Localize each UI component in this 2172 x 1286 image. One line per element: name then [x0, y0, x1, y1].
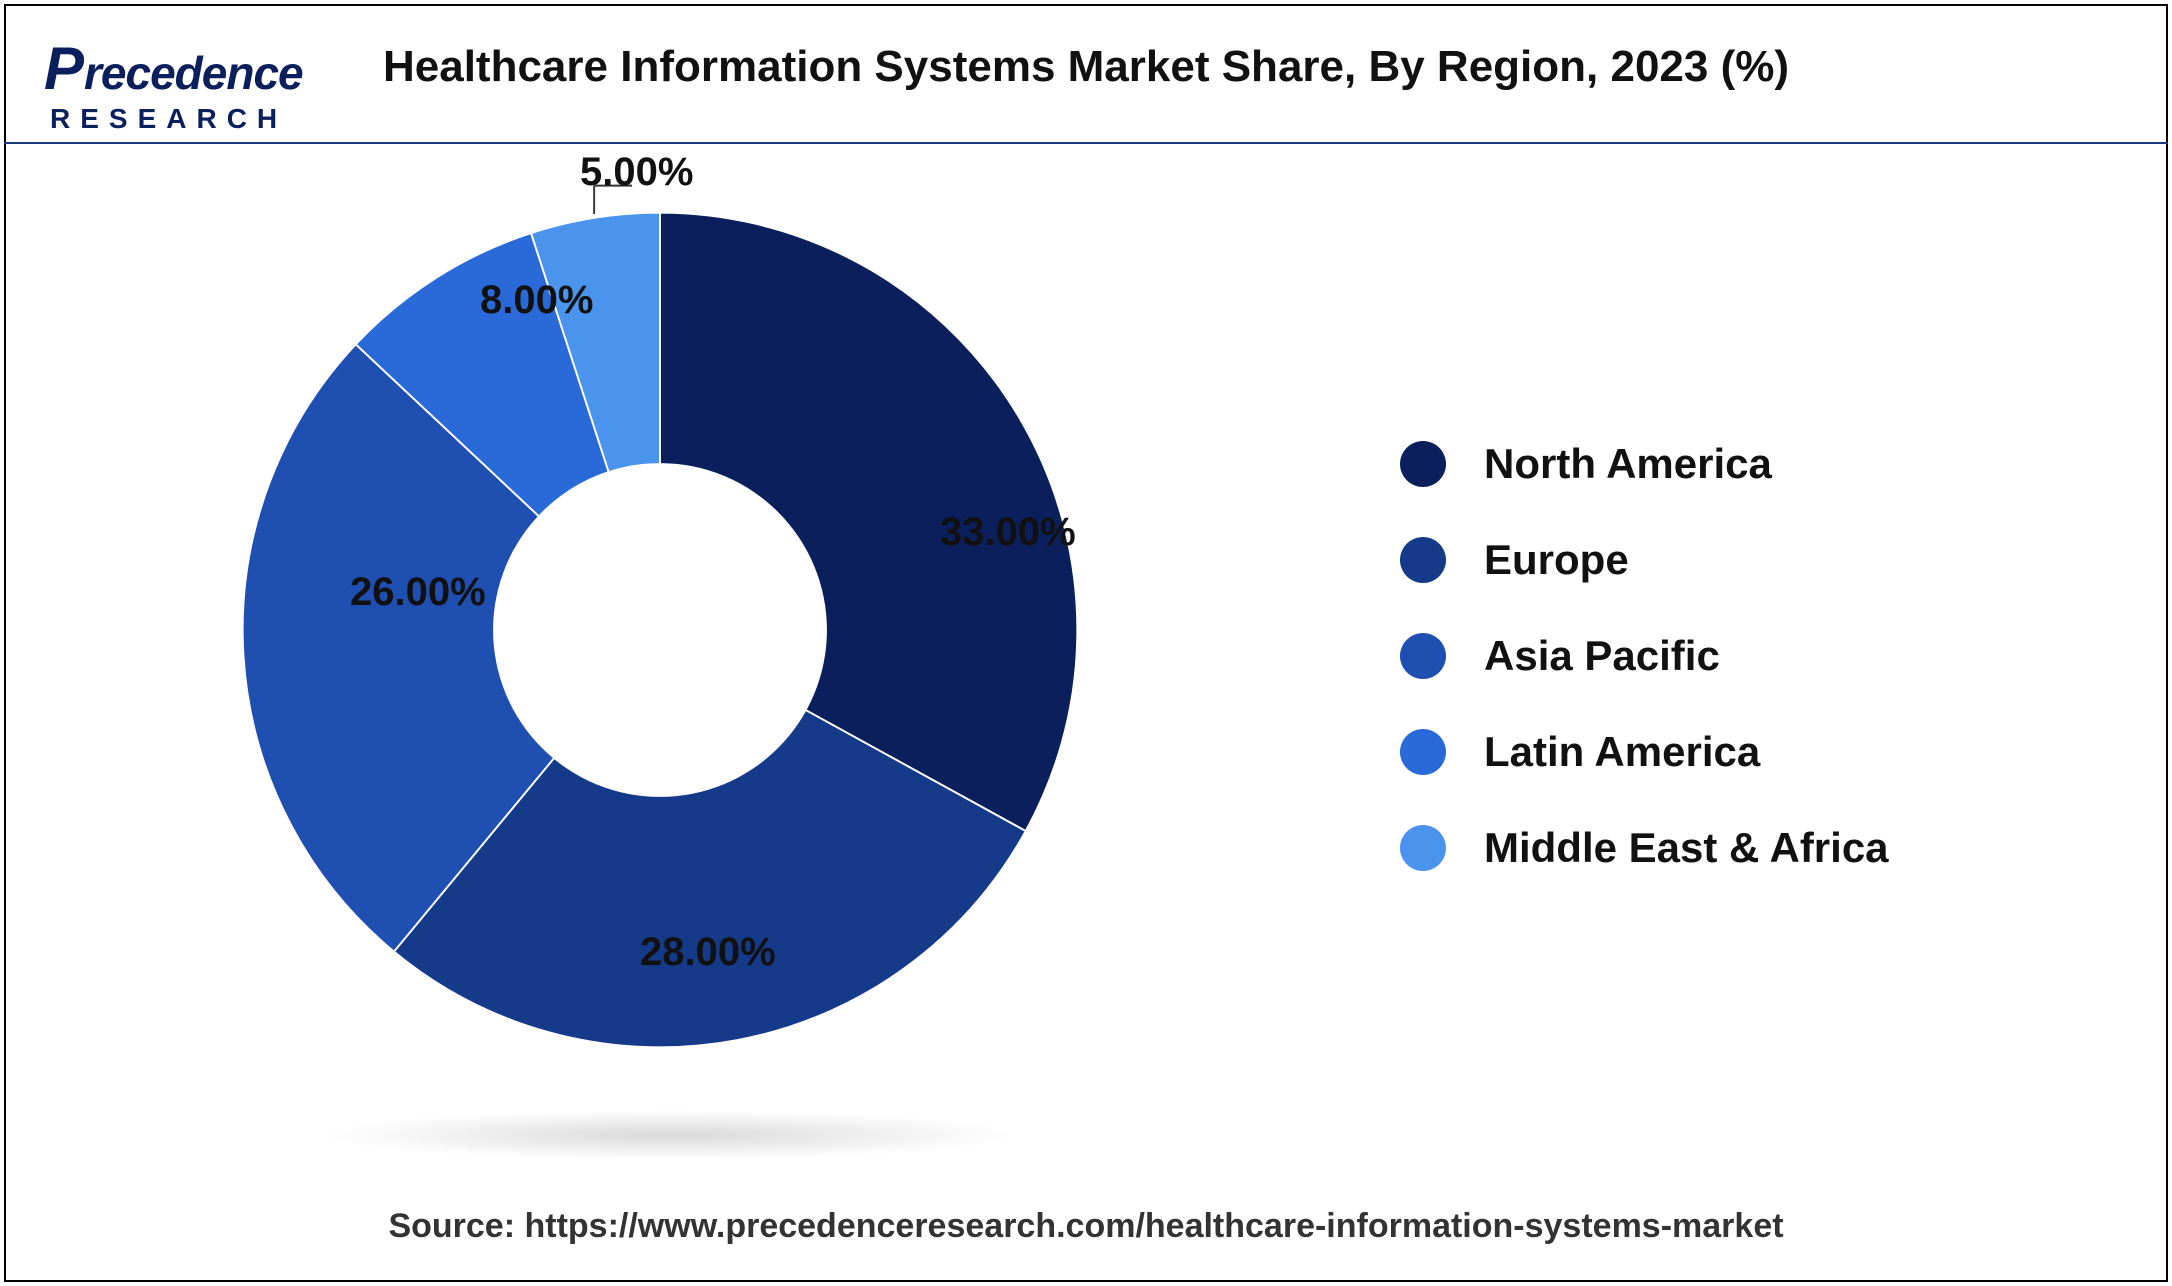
legend-swatch	[1400, 441, 1446, 487]
chart-shadow	[320, 1110, 1020, 1160]
legend-item: Latin America	[1400, 728, 1889, 776]
legend: North America Europe Asia Pacific Latin Ame…	[1400, 440, 1889, 920]
legend-item: Asia Pacific	[1400, 632, 1889, 680]
slice-label: 33.00%	[940, 510, 1076, 555]
logo-sub: RESEARCH	[50, 103, 303, 135]
slice-label: 8.00%	[480, 278, 593, 323]
legend-item: North America	[1400, 440, 1889, 488]
slice-label: 26.00%	[350, 570, 486, 615]
legend-label: Asia Pacific	[1484, 632, 1720, 680]
source-url: https://www.precedenceresearch.com/healt…	[525, 1207, 1784, 1245]
donut-chart: 33.00%28.00%26.00%8.00%5.00%	[200, 170, 1120, 1090]
header-bar: Precedence RESEARCH Healthcare Informati…	[4, 4, 2168, 144]
legend-label: Latin America	[1484, 728, 1760, 776]
source-prefix: Source:	[388, 1207, 524, 1245]
legend-label: North America	[1484, 440, 1772, 488]
legend-item: Europe	[1400, 536, 1889, 584]
legend-swatch	[1400, 825, 1446, 871]
chart-title: Healthcare Information Systems Market Sh…	[4, 42, 2168, 92]
legend-item: Middle East & Africa	[1400, 824, 1889, 872]
source-line: Source: https://www.precedenceresearch.c…	[0, 1207, 2172, 1246]
legend-swatch	[1400, 633, 1446, 679]
legend-label: Middle East & Africa	[1484, 824, 1889, 872]
slice-label: 28.00%	[640, 930, 776, 975]
legend-swatch	[1400, 729, 1446, 775]
legend-swatch	[1400, 537, 1446, 583]
slice-label: 5.00%	[580, 150, 693, 195]
legend-label: Europe	[1484, 536, 1629, 584]
